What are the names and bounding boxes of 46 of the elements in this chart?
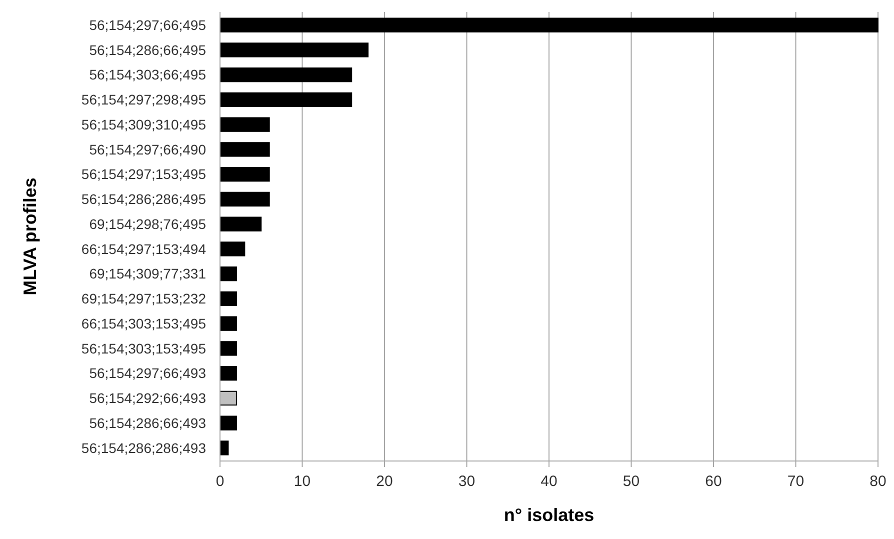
y-tick-label: 56;154;303;66;495 — [89, 66, 206, 83]
bar — [220, 67, 352, 82]
bar — [220, 216, 262, 232]
bar — [220, 42, 369, 58]
bar — [220, 117, 270, 132]
x-tick-label: 10 — [294, 473, 311, 490]
y-tick-label: 69;154;297;153;232 — [81, 290, 206, 307]
x-tick-label: 30 — [458, 473, 476, 490]
x-tick-label: 0 — [216, 473, 224, 490]
y-tick-label: 56;154;286;286;493 — [81, 440, 206, 456]
y-tick-label: 56;154;286;66;493 — [89, 414, 206, 431]
bar — [220, 242, 246, 256]
y-tick-label: 56;154;297;66;490 — [89, 141, 206, 158]
x-tick-label: 70 — [787, 473, 804, 490]
bar — [220, 366, 237, 381]
y-axis-title: MLVA profiles — [20, 178, 40, 296]
y-tick-label: 56;154;297;153;495 — [81, 166, 206, 182]
x-tick-label: 40 — [540, 473, 558, 490]
y-tick-label: 56;154;309;310;495 — [81, 116, 206, 132]
bar — [220, 192, 270, 207]
x-axis-title: n° isolates — [504, 505, 594, 525]
y-tick-label: 56;154;286;66;495 — [89, 42, 206, 58]
bar — [220, 390, 237, 406]
bar — [220, 291, 237, 306]
y-tick-label: 56;154;297;298;495 — [81, 92, 206, 108]
x-tick-label: 50 — [622, 473, 640, 490]
bar — [220, 416, 237, 430]
x-tick-label: 60 — [705, 473, 722, 490]
y-tick-label: 56;154;286;286;495 — [81, 191, 206, 208]
bar — [220, 266, 237, 282]
y-tick-label: 56;154;297;66;495 — [89, 16, 206, 33]
bar — [220, 316, 237, 331]
bar — [220, 92, 352, 108]
y-tick-label: 69;154;298;76;495 — [89, 216, 206, 232]
bar — [220, 341, 237, 356]
y-tick-label: 66;154;297;153;494 — [81, 240, 206, 257]
x-tick-label: 20 — [376, 473, 393, 490]
y-tick-label: 56;154;292;66;493 — [89, 390, 206, 406]
bar — [220, 142, 270, 157]
y-tick-label: 56;154;303;153;495 — [81, 340, 206, 356]
x-tick-label: 80 — [870, 473, 886, 490]
y-tick-label: 56;154;297;66;493 — [89, 365, 206, 382]
y-tick-label: 69;154;309;77;331 — [89, 266, 206, 282]
bar — [220, 18, 878, 32]
bar — [220, 166, 270, 182]
y-tick-label: 66;154;303;153;495 — [81, 315, 206, 332]
